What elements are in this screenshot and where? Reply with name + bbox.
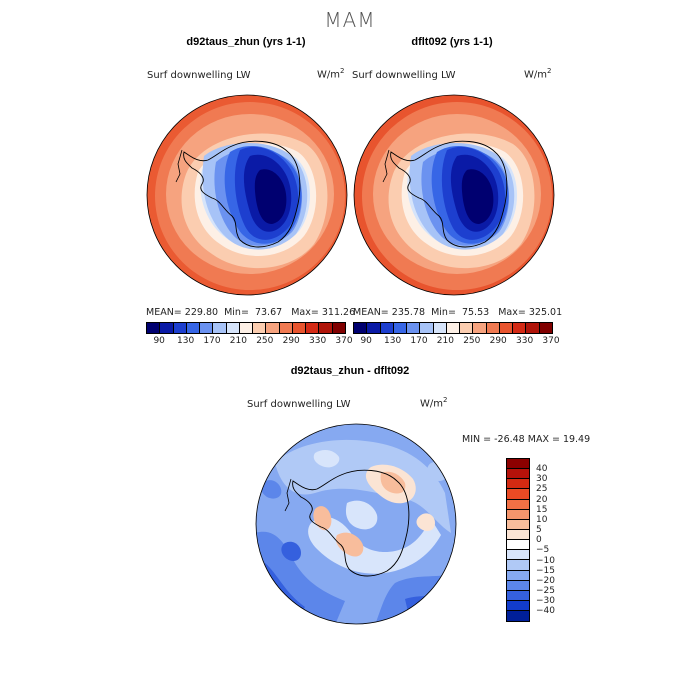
colorbar-swatch	[407, 323, 421, 333]
colorbar-tick-label: 90	[360, 336, 372, 346]
colorbar-swatch	[200, 323, 214, 333]
colorbar-swatch	[226, 323, 240, 333]
colorbar-tick-label: 290	[282, 336, 300, 346]
colorbar-tick-label: 0	[536, 535, 542, 546]
colorbar-tick-label: 130	[177, 336, 195, 346]
colorbar-swatch	[507, 489, 529, 500]
colorbar-tick-label: 10	[536, 514, 548, 525]
colorbar-swatch	[186, 323, 201, 333]
colorbar-swatch	[486, 323, 500, 333]
colorbar-tick-label: 370	[335, 336, 353, 346]
panel1-title: d92taus_zhun (yrs 1-1)	[186, 36, 306, 48]
colorbar-swatch	[507, 459, 529, 470]
colorbar-swatch	[239, 323, 254, 333]
colorbar-swatch	[433, 323, 447, 333]
colorbar-tick-label: −20	[536, 575, 555, 586]
colorbar-tick-label: 130	[384, 336, 402, 346]
colorbar-swatch	[306, 323, 320, 333]
colorbar-tick-label: 210	[436, 336, 454, 346]
colorbar-tick-label: 20	[536, 494, 548, 505]
panel2-colorbar	[353, 322, 553, 334]
colorbar-swatch	[332, 323, 345, 333]
colorbar-tick-label: −30	[536, 596, 555, 607]
colorbar-tick-label: 40	[536, 464, 548, 475]
colorbar-swatch	[526, 323, 540, 333]
colorbar-tick-label: 290	[489, 336, 507, 346]
colorbar-tick-label: −15	[536, 565, 555, 576]
colorbar-tick-label: 210	[229, 336, 247, 346]
diff-colorbar	[506, 458, 530, 623]
colorbar-swatch	[354, 323, 368, 333]
colorbar-swatch	[253, 323, 267, 333]
colorbar-swatch	[266, 323, 280, 333]
colorbar-swatch	[507, 469, 529, 480]
panel1-colorbar	[146, 322, 346, 334]
colorbar-swatch	[507, 560, 529, 571]
colorbar-swatch	[499, 323, 514, 333]
colorbar-swatch	[507, 550, 529, 561]
season-title: MAM	[324, 8, 376, 32]
colorbar-tick-label: −25	[536, 585, 555, 596]
colorbar-swatch	[213, 323, 227, 333]
diff-stats: MIN = -26.48 MAX = 19.49	[462, 434, 591, 445]
colorbar-swatch	[420, 323, 434, 333]
colorbar-tick-label: −10	[536, 555, 555, 566]
colorbar-swatch	[173, 323, 187, 333]
colorbar-tick-label: 170	[410, 336, 428, 346]
panel1-variable: Surf downwelling LW	[147, 70, 251, 81]
colorbar-swatch	[446, 323, 461, 333]
colorbar-swatch	[507, 519, 529, 530]
colorbar-swatch	[160, 323, 174, 333]
colorbar-swatch	[147, 323, 161, 333]
colorbar-swatch	[292, 323, 307, 333]
colorbar-swatch	[473, 323, 487, 333]
colorbar-swatch	[513, 323, 527, 333]
colorbar-swatch	[507, 499, 529, 510]
diff-title: d92taus_zhun - dflt092	[290, 365, 410, 377]
colorbar-swatch	[539, 323, 552, 333]
colorbar-swatch	[507, 590, 529, 601]
colorbar-swatch	[279, 323, 293, 333]
colorbar-swatch	[507, 479, 529, 490]
colorbar-swatch	[507, 509, 529, 520]
colorbar-swatch	[393, 323, 408, 333]
panel2-stats: MEAN= 235.78 Min= 75.53 Max= 325.01	[353, 307, 563, 318]
panel1-stats: MEAN= 229.80 Min= 73.67 Max= 311.26	[146, 307, 356, 318]
colorbar-tick-label: 170	[203, 336, 221, 346]
colorbar-tick-label: −5	[536, 545, 550, 556]
colorbar-swatch	[460, 323, 474, 333]
colorbar-tick-label: 250	[256, 336, 274, 346]
colorbar-tick-label: 250	[463, 336, 481, 346]
colorbar-swatch	[507, 529, 529, 541]
colorbar-swatch	[380, 323, 394, 333]
panel2-title: dflt092 (yrs 1-1)	[411, 36, 493, 48]
diff-units: W/m2	[420, 396, 448, 410]
colorbar-swatch	[507, 611, 529, 622]
colorbar-tick-label: −40	[536, 606, 555, 617]
diff-variable: Surf downwelling LW	[247, 399, 351, 410]
colorbar-swatch	[367, 323, 381, 333]
colorbar-swatch	[507, 600, 529, 612]
diff-map	[255, 423, 457, 625]
panel2-map	[353, 94, 555, 296]
colorbar-swatch	[319, 323, 333, 333]
colorbar-swatch	[507, 570, 529, 581]
colorbar-tick-label: 30	[536, 474, 548, 485]
colorbar-tick-label: 15	[536, 504, 548, 515]
panel2-units: W/m2	[524, 67, 552, 81]
colorbar-tick-label: 330	[516, 336, 534, 346]
colorbar-tick-label: 90	[153, 336, 165, 346]
panel1-units: W/m2	[317, 67, 345, 81]
colorbar-tick-label: 330	[309, 336, 327, 346]
panel1-map	[146, 94, 348, 296]
colorbar-tick-label: 370	[542, 336, 560, 346]
colorbar-swatch	[507, 580, 529, 591]
panel2-variable: Surf downwelling LW	[352, 70, 456, 81]
colorbar-tick-label: 5	[536, 525, 542, 536]
colorbar-swatch	[507, 540, 529, 551]
colorbar-tick-label: 25	[536, 484, 548, 495]
